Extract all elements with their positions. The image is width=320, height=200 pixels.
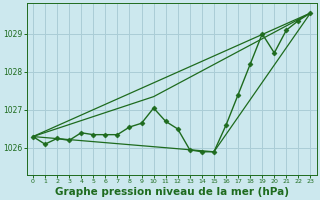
X-axis label: Graphe pression niveau de la mer (hPa): Graphe pression niveau de la mer (hPa) [55, 187, 289, 197]
